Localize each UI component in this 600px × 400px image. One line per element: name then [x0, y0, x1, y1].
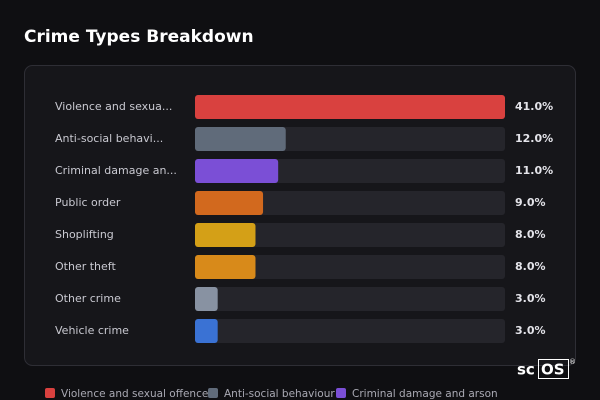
brand-boxed: OS: [541, 361, 565, 379]
bar: [195, 223, 256, 247]
legend-label: Criminal damage and arson: [352, 388, 498, 400]
value-label: 41.0%: [515, 100, 553, 113]
brand-prefix: sc: [517, 361, 535, 379]
value-label: 8.0%: [515, 260, 546, 273]
value-label: 8.0%: [515, 228, 546, 241]
value-label: 12.0%: [515, 132, 553, 145]
legend-label: Anti-social behaviour: [224, 388, 335, 400]
category-label: Shoplifting: [55, 228, 114, 241]
bar: [195, 95, 505, 119]
brand-box: [538, 359, 569, 379]
chart-title: Crime Types Breakdown: [24, 27, 254, 47]
legend-swatch: [208, 388, 218, 398]
category-label: Other crime: [55, 292, 121, 305]
value-label: 9.0%: [515, 196, 546, 209]
bar: [195, 191, 264, 215]
bar: [195, 255, 256, 279]
category-label: Public order: [55, 196, 121, 209]
value-label: 3.0%: [515, 324, 546, 337]
bar-track: [195, 319, 505, 343]
category-label: Other theft: [55, 260, 116, 273]
bar-track: [195, 255, 505, 279]
bar: [195, 319, 218, 343]
legend-label: Violence and sexual offences: [61, 388, 214, 400]
category-label: Criminal damage an...: [55, 164, 177, 177]
legend-swatch: [45, 388, 55, 398]
legend-swatch: [336, 388, 346, 398]
bar: [195, 159, 279, 183]
bar: [195, 287, 218, 311]
bar: [195, 127, 286, 151]
brand-mark: ®: [569, 358, 576, 366]
category-label: Anti-social behavi...: [55, 132, 163, 145]
value-label: 3.0%: [515, 292, 546, 305]
bar-track: [195, 287, 505, 311]
value-label: 11.0%: [515, 164, 553, 177]
category-label: Violence and sexua...: [55, 100, 172, 113]
category-label: Vehicle crime: [55, 324, 129, 337]
bar-track: [195, 191, 505, 215]
bar-track: [195, 223, 505, 247]
brand: sc OS ®: [517, 358, 576, 379]
